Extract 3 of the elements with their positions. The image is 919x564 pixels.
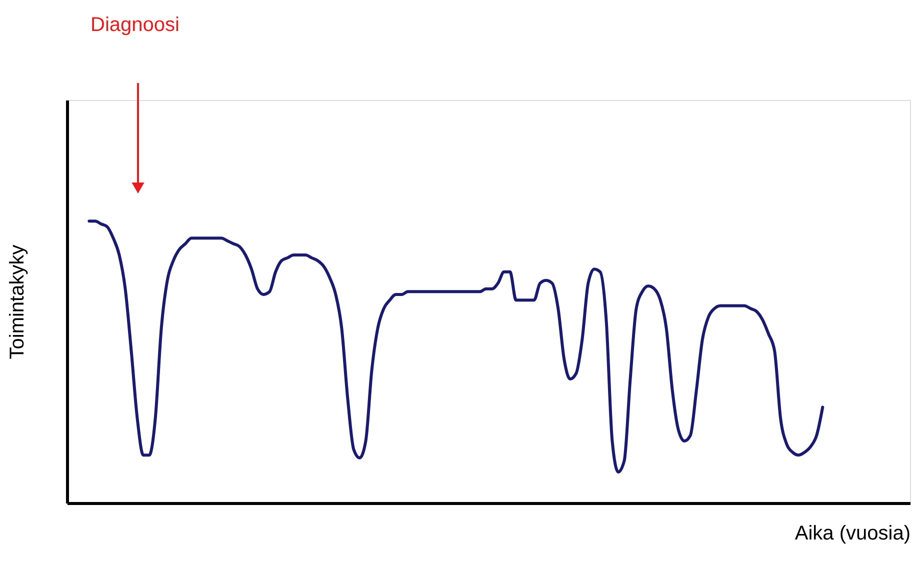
x-axis-title: Aika (vuosia) xyxy=(794,522,910,544)
y-axis-title: Toimintakyky xyxy=(6,244,28,360)
text: Diagnoosi xyxy=(90,14,180,36)
